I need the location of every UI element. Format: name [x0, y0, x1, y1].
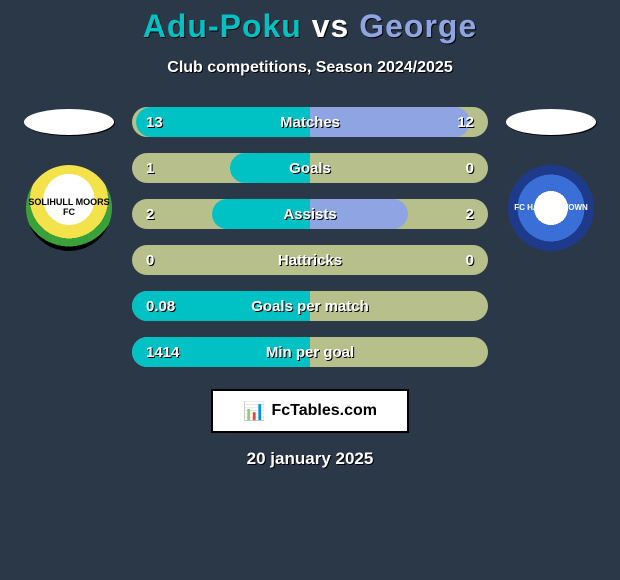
stat-label: Matches	[280, 114, 340, 131]
flag-placeholder-left	[24, 109, 114, 135]
stat-row: 1 0 Goals	[132, 153, 488, 183]
team-crest-left-label: SOLIHULL MOORS FC	[26, 198, 112, 218]
title-vs: vs	[312, 8, 350, 44]
stat-row: 13 12 Matches	[132, 107, 488, 137]
stat-value-right: 2	[466, 206, 474, 223]
date-line: 20 january 2025	[247, 449, 374, 469]
stat-label: Min per goal	[266, 344, 354, 361]
stat-value-left: 1414	[146, 344, 179, 361]
stat-value-left: 0	[146, 252, 154, 269]
left-column: SOLIHULL MOORS FC	[14, 107, 124, 251]
stat-bar-right: 2	[310, 199, 488, 229]
comparison-row: SOLIHULL MOORS FC 13 12 Matches 1 0 Goals 2 2 As…	[0, 107, 620, 367]
stat-bar-right: 0	[310, 153, 488, 183]
title-player2: George	[359, 8, 477, 44]
team-crest-right: FC HALIFAX TOWN	[508, 165, 594, 251]
brand-badge[interactable]: 📊 FcTables.com	[211, 389, 409, 433]
stat-value-right: 12	[457, 114, 474, 131]
stat-bar-left: 1	[132, 153, 310, 183]
root: Adu-Poku vs George Club competitions, Se…	[0, 0, 620, 469]
stat-row: 0.08 Goals per match	[132, 291, 488, 321]
subtitle: Club competitions, Season 2024/2025	[167, 59, 452, 77]
title-player1: Adu-Poku	[143, 8, 302, 44]
page-title: Adu-Poku vs George	[143, 8, 478, 45]
stat-row: 0 0 Hattricks	[132, 245, 488, 275]
stat-label: Goals	[289, 160, 331, 177]
stat-row: 2 2 Assists	[132, 199, 488, 229]
stat-row: 1414 Min per goal	[132, 337, 488, 367]
stat-bars: 13 12 Matches 1 0 Goals 2 2 Assists 0 0 Hattricks 0.…	[132, 107, 488, 367]
stat-value-right: 0	[466, 252, 474, 269]
stat-label: Goals per match	[251, 298, 369, 315]
flag-placeholder-right	[506, 109, 596, 135]
stat-value-right: 0	[466, 160, 474, 177]
stat-label: Assists	[283, 206, 336, 223]
stat-label: Hattricks	[278, 252, 342, 269]
stat-value-left: 0.08	[146, 298, 175, 315]
right-column: FC HALIFAX TOWN	[496, 107, 606, 251]
team-crest-left: SOLIHULL MOORS FC	[26, 165, 112, 251]
brand-icon: 📊	[243, 401, 265, 422]
team-crest-right-label: FC HALIFAX TOWN	[514, 204, 588, 213]
brand-text: FcTables.com	[271, 402, 377, 420]
stat-value-left: 13	[146, 114, 163, 131]
stat-value-left: 1	[146, 160, 154, 177]
stat-value-left: 2	[146, 206, 154, 223]
